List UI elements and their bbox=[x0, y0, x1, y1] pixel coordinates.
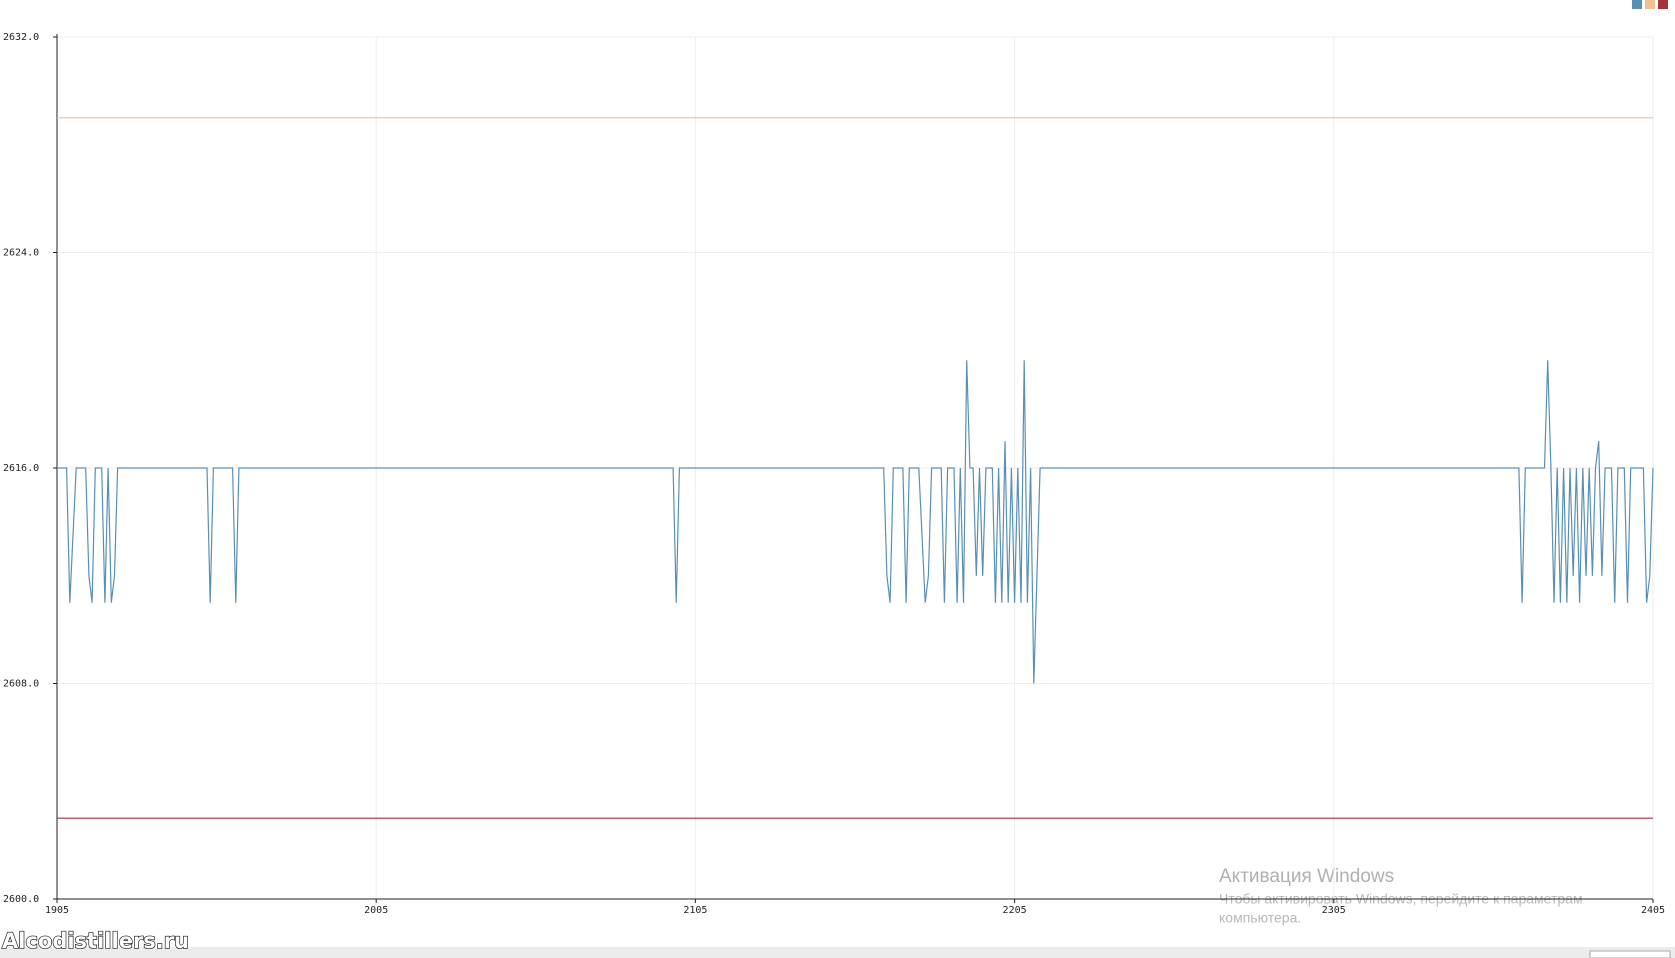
windows-title: Активация Windows bbox=[1219, 866, 1394, 887]
x-tick-label: 2405 bbox=[1641, 905, 1665, 916]
windows-text: компьютера. bbox=[1219, 910, 1301, 926]
x-tick-label: 2205 bbox=[1003, 905, 1027, 916]
series-line bbox=[57, 360, 1654, 684]
y-tick-label: 2624.0 bbox=[3, 248, 39, 259]
y-tick-label: 2608.0 bbox=[3, 679, 39, 690]
y-tick-label: 2616.0 bbox=[3, 463, 39, 474]
legend-swatch bbox=[1632, 0, 1642, 9]
x-tick-label: 2105 bbox=[683, 905, 707, 916]
x-tick-label: 2305 bbox=[1322, 905, 1346, 916]
x-tick-label: 2005 bbox=[364, 905, 388, 916]
legend-swatch bbox=[1645, 0, 1655, 9]
y-tick-label: 2600.0 bbox=[3, 894, 39, 905]
y-tick-label: 2632.0 bbox=[3, 32, 39, 43]
watermark: Alcodistillers.ru bbox=[2, 929, 189, 953]
x-tick-label: 1905 bbox=[45, 905, 69, 916]
button[interactable] bbox=[1589, 950, 1671, 958]
legend-swatch bbox=[1658, 0, 1668, 9]
status-bar bbox=[0, 947, 1675, 958]
